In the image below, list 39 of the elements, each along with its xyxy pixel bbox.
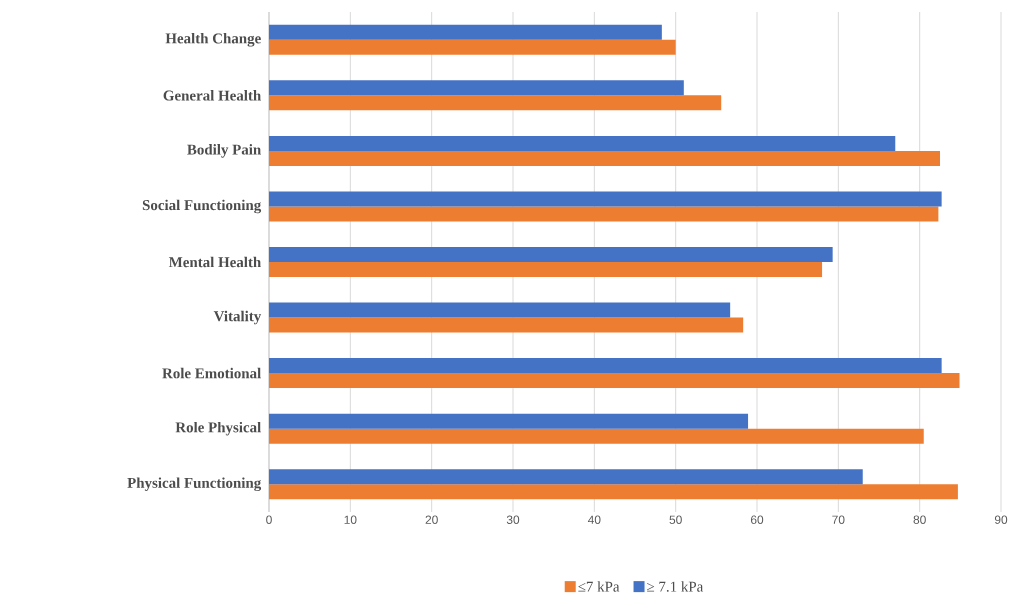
y-tick-label: Social Functioning (142, 199, 262, 214)
bar (269, 302, 731, 318)
bar (269, 262, 823, 278)
y-tick-label: Vitality (213, 310, 262, 325)
x-tick-label: 90 (994, 515, 1008, 524)
x-tick-label: 0 (266, 515, 272, 524)
x-tick-label: 10 (344, 515, 357, 524)
x-tick-label: 30 (506, 515, 520, 524)
bar (269, 358, 942, 374)
bar (269, 135, 896, 151)
y-tick-label: General Health (163, 90, 261, 101)
x-tick-label: 40 (587, 515, 601, 524)
y-tick-label: Role Emotional (162, 367, 261, 379)
x-tick-label: 20 (425, 515, 438, 524)
y-tick-label: Physical Functioning (127, 477, 262, 492)
x-tick-label: 50 (669, 515, 682, 524)
bar (269, 469, 863, 485)
bar (269, 191, 942, 207)
y-tick-label: Health Change (165, 32, 261, 47)
bar (269, 428, 924, 444)
legend-label: ≤7 kPa (578, 581, 620, 592)
x-tick-label: 80 (913, 515, 926, 524)
bar (269, 80, 684, 96)
y-tick-label: Bodily Pain (187, 144, 261, 158)
y-tick-label: Role Physical (175, 421, 261, 436)
y-tick-label: Mental Health (168, 256, 261, 268)
x-tick-label: 60 (750, 515, 764, 524)
bar (269, 247, 833, 263)
bar (269, 24, 662, 40)
bar (269, 317, 744, 333)
legend-label: ≥ 7.1 kPa (647, 581, 704, 592)
bar (269, 484, 958, 500)
bar (269, 150, 940, 166)
x-tick-label: 70 (832, 515, 845, 524)
bar (269, 373, 960, 389)
bar (269, 39, 676, 55)
bar (269, 413, 749, 429)
bar (269, 206, 939, 222)
bar (269, 95, 722, 111)
